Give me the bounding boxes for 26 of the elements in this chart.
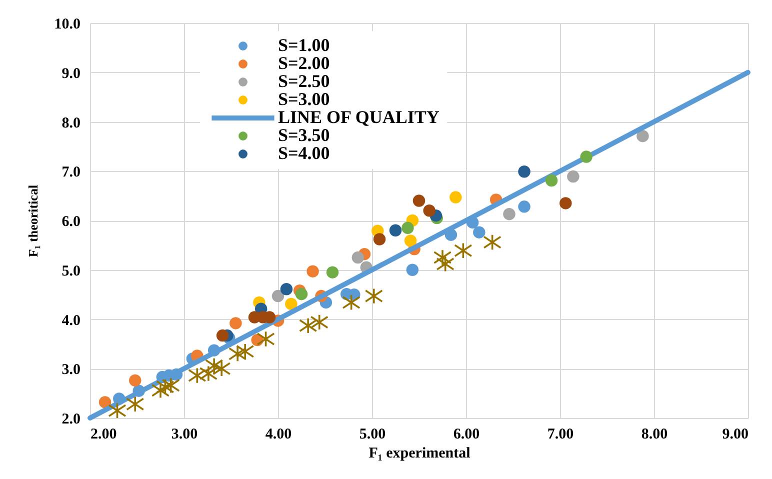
x-tick-label: 9.00 (722, 426, 748, 442)
legend-label: S=2.00 (278, 53, 330, 73)
x-tick-label: 7.00 (547, 426, 574, 442)
x-axis-title: F₁ experimental (368, 446, 470, 462)
legend-label: S=3.50 (278, 125, 330, 145)
y-tick-label: 3.0 (62, 362, 80, 378)
y-tick-label: 10.0 (54, 16, 80, 32)
x-tick-label: 4.00 (265, 426, 292, 442)
legend-label: S=2.50 (278, 71, 330, 91)
y-tick-label: 6.0 (62, 214, 80, 230)
y-tick-label: 9.0 (62, 66, 80, 82)
x-tick-label: 3.00 (171, 426, 198, 442)
y-tick-label: 7.0 (62, 164, 80, 181)
x-tick-label: 6.00 (453, 426, 480, 442)
y-tick-label: 5.0 (62, 263, 80, 280)
y-axis-title: F₁ theoritical (25, 184, 40, 258)
legend-label: LINE OF QUALITY (278, 107, 440, 127)
x-tick-label: 8.00 (641, 426, 668, 442)
y-tick-label: 4.0 (62, 312, 80, 329)
x-tick-label: 5.00 (359, 426, 386, 442)
legend-label: S=1.00 (278, 35, 330, 55)
legend-label: S=4.00 (278, 143, 330, 163)
x-tick-label: 2.00 (90, 426, 117, 442)
y-tick-label: 8.0 (62, 115, 80, 132)
legend-label: S=3.00 (278, 89, 330, 109)
y-tick-label: 2.0 (62, 412, 80, 428)
